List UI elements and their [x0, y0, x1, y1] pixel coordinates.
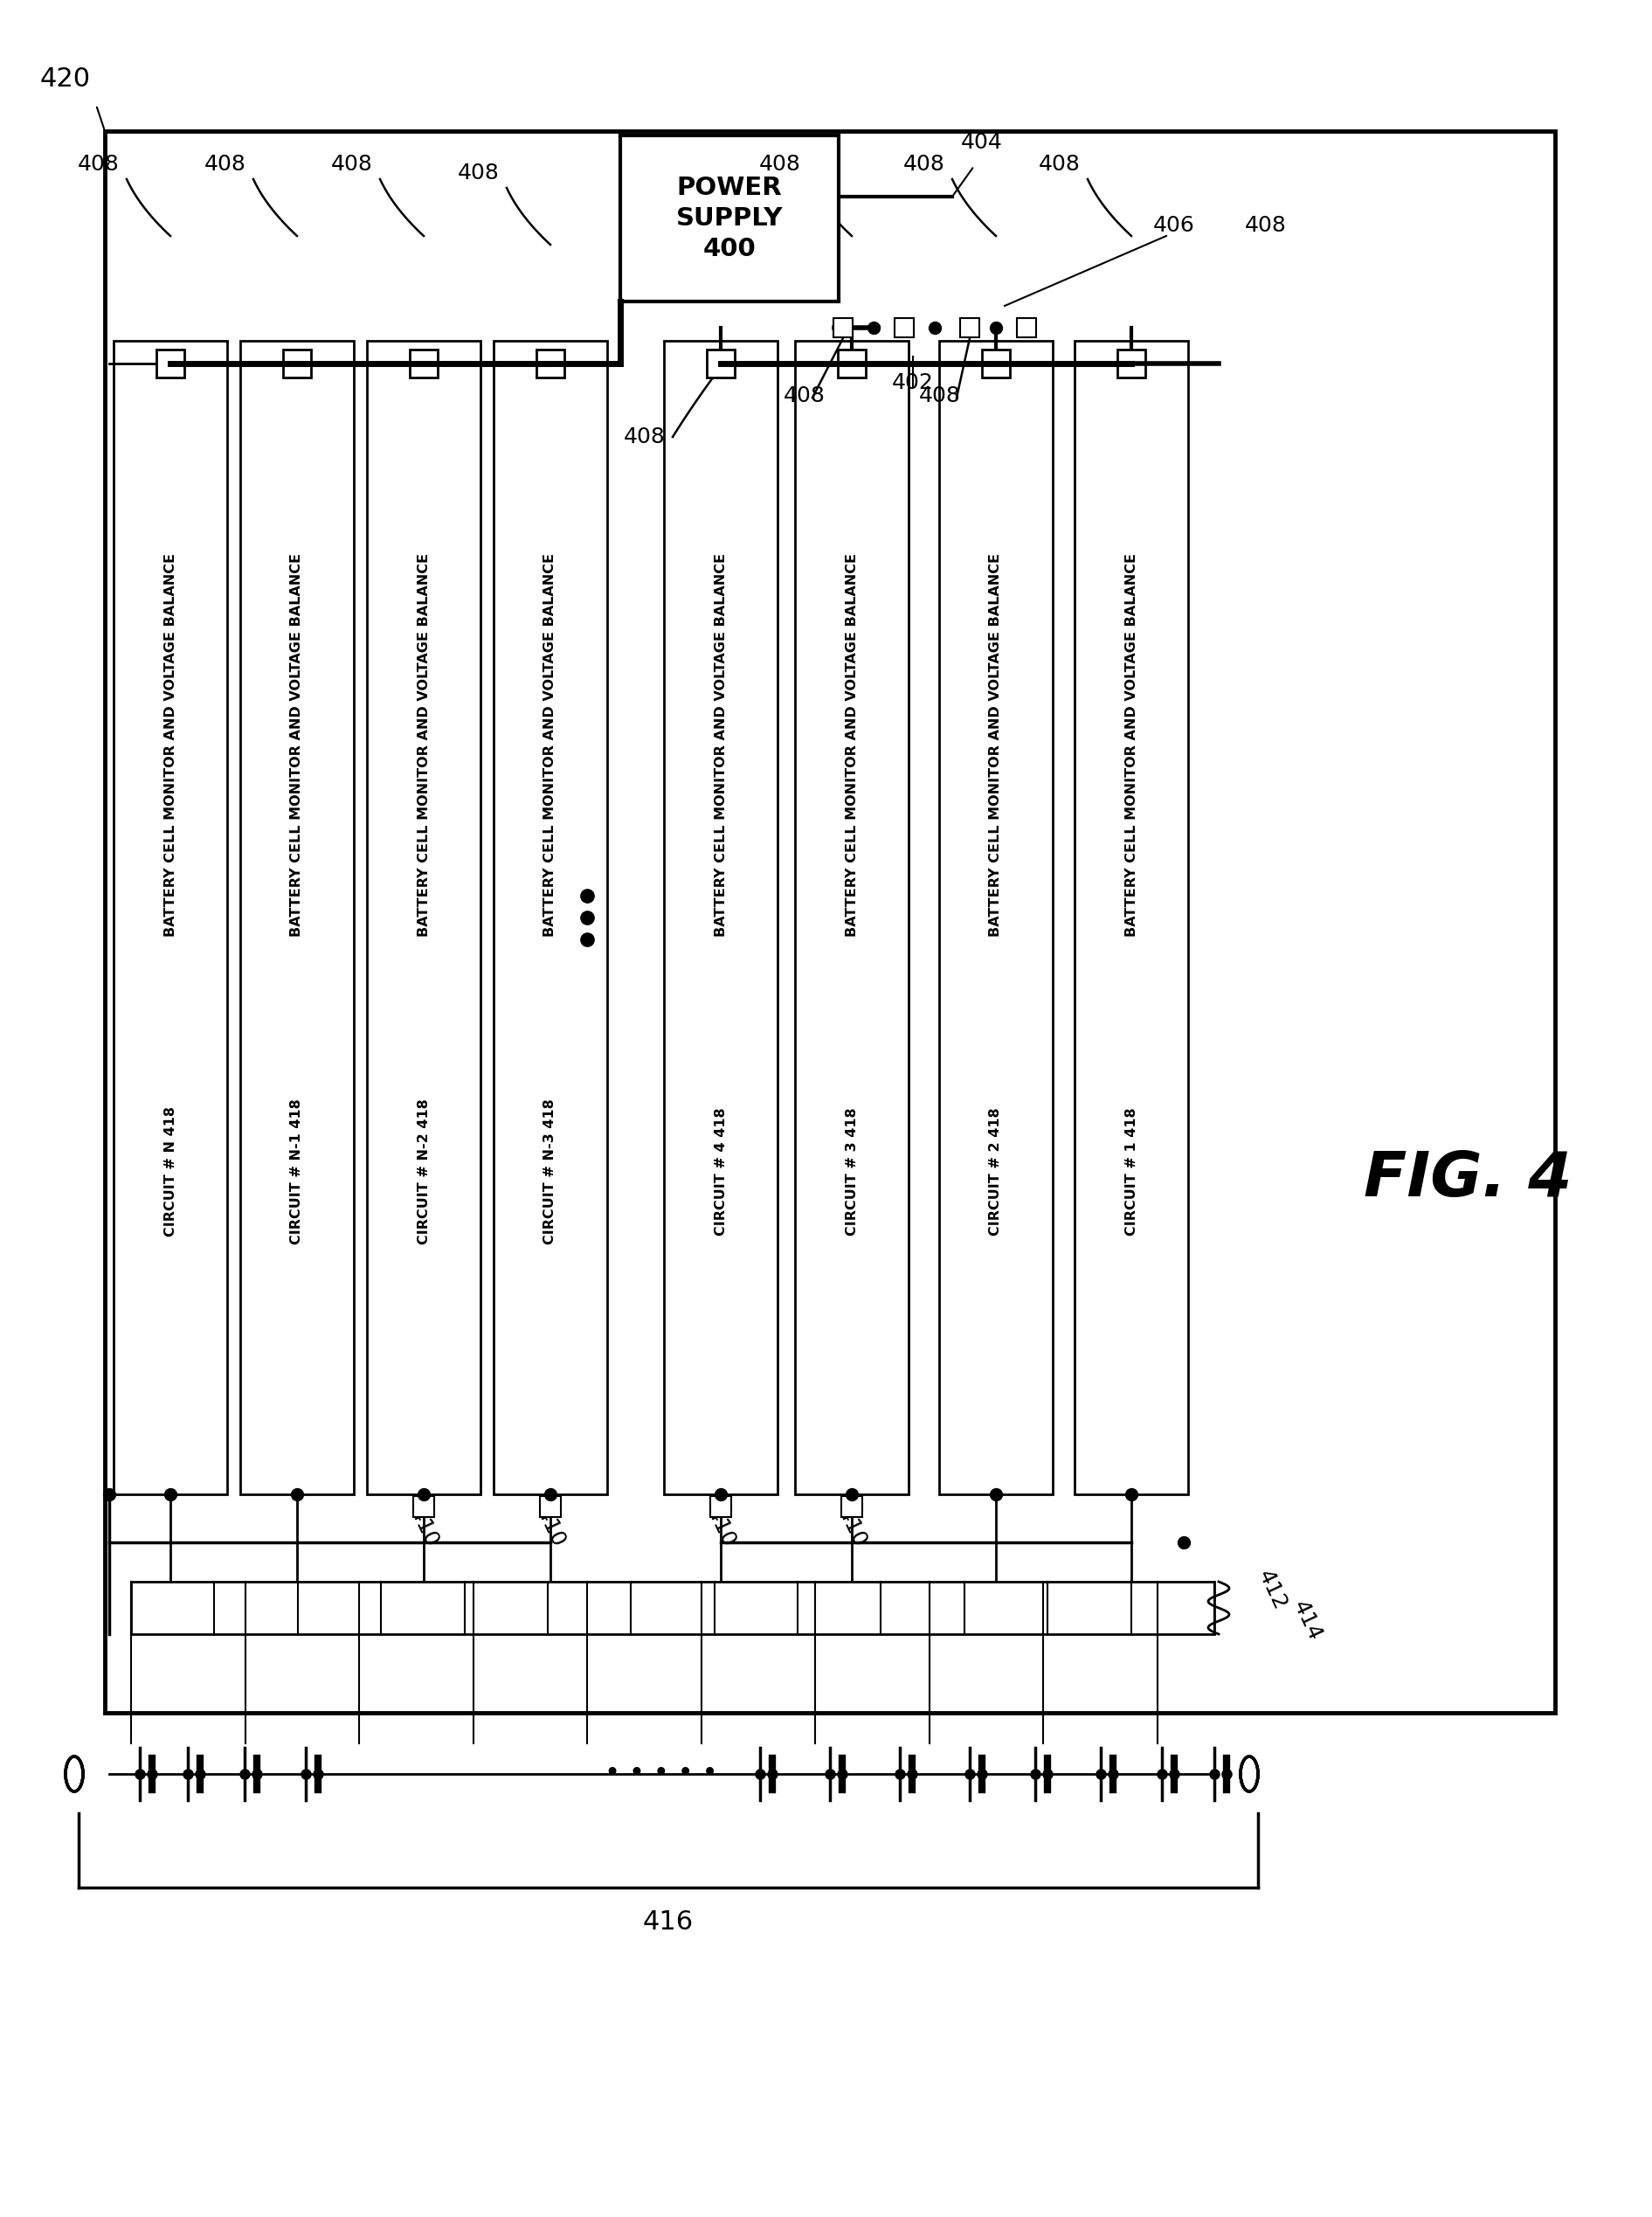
- Text: CIRCUIT # N-3 418: CIRCUIT # N-3 418: [544, 1097, 557, 1244]
- Bar: [131, 1581, 1214, 1634]
- Text: BATTERY CELL MONITOR AND VOLTAGE BALANCE: BATTERY CELL MONITOR AND VOLTAGE BALANCE: [1125, 552, 1138, 936]
- Text: 406: 406: [1153, 215, 1194, 235]
- Bar: [1018, 317, 1036, 337]
- Text: BATTERY CELL MONITOR AND VOLTAGE BALANCE: BATTERY CELL MONITOR AND VOLTAGE BALANCE: [990, 552, 1003, 936]
- Text: CIRCUIT # 2 418: CIRCUIT # 2 418: [990, 1106, 1003, 1235]
- Text: POWER
SUPPLY
400: POWER SUPPLY 400: [676, 175, 783, 262]
- Bar: [838, 350, 866, 377]
- Text: CIRCUIT # 1 418: CIRCUIT # 1 418: [1125, 1106, 1138, 1235]
- Text: 410: 410: [834, 1503, 871, 1550]
- Bar: [540, 1496, 562, 1516]
- Text: CIRCUIT # 4 418: CIRCUIT # 4 418: [714, 1106, 727, 1235]
- Text: 408: 408: [760, 153, 801, 175]
- Text: BATTERY CELL MONITOR AND VOLTAGE BALANCE: BATTERY CELL MONITOR AND VOLTAGE BALANCE: [544, 552, 557, 936]
- Bar: [367, 341, 481, 1494]
- Text: BATTERY CELL MONITOR AND VOLTAGE BALANCE: BATTERY CELL MONITOR AND VOLTAGE BALANCE: [846, 552, 859, 936]
- Bar: [410, 350, 438, 377]
- Text: 408: 408: [1039, 153, 1080, 175]
- Text: 416: 416: [643, 1909, 694, 1935]
- Text: 408: 408: [330, 153, 373, 175]
- Bar: [413, 1496, 434, 1516]
- Text: 412: 412: [1254, 1567, 1290, 1614]
- Text: 408: 408: [458, 162, 499, 184]
- Text: 402: 402: [892, 372, 933, 392]
- Bar: [938, 341, 1052, 1494]
- Text: 414: 414: [1289, 1598, 1325, 1645]
- Bar: [104, 131, 1555, 1714]
- Bar: [620, 135, 839, 302]
- Text: BATTERY CELL MONITOR AND VOLTAGE BALANCE: BATTERY CELL MONITOR AND VOLTAGE BALANCE: [418, 552, 430, 936]
- Text: CIRCUIT # N-2 418: CIRCUIT # N-2 418: [418, 1097, 430, 1244]
- Bar: [157, 350, 185, 377]
- Text: BATTERY CELL MONITOR AND VOLTAGE BALANCE: BATTERY CELL MONITOR AND VOLTAGE BALANCE: [164, 552, 177, 936]
- Bar: [664, 341, 778, 1494]
- Text: 408: 408: [919, 386, 961, 406]
- Bar: [1074, 341, 1188, 1494]
- Text: FIG. 4: FIG. 4: [1363, 1151, 1571, 1210]
- Text: 410: 410: [532, 1503, 568, 1550]
- Text: 408: 408: [78, 153, 119, 175]
- Text: 408: 408: [904, 153, 945, 175]
- Bar: [240, 341, 354, 1494]
- Text: 404: 404: [961, 133, 1003, 153]
- Text: 410: 410: [405, 1503, 443, 1550]
- Bar: [833, 317, 852, 337]
- Text: 408: 408: [624, 426, 666, 448]
- Text: CIRCUIT # N 418: CIRCUIT # N 418: [164, 1106, 177, 1237]
- Text: • • • • •: • • • • •: [605, 1760, 719, 1787]
- Bar: [1117, 350, 1145, 377]
- Text: 420: 420: [40, 67, 91, 91]
- Bar: [795, 341, 909, 1494]
- Text: BATTERY CELL MONITOR AND VOLTAGE BALANCE: BATTERY CELL MONITOR AND VOLTAGE BALANCE: [714, 552, 727, 936]
- Bar: [707, 350, 735, 377]
- Bar: [841, 1496, 862, 1516]
- Bar: [537, 350, 565, 377]
- Text: 410: 410: [702, 1503, 738, 1550]
- Text: BATTERY CELL MONITOR AND VOLTAGE BALANCE: BATTERY CELL MONITOR AND VOLTAGE BALANCE: [291, 552, 304, 936]
- Text: 408: 408: [1246, 215, 1287, 235]
- Bar: [494, 341, 608, 1494]
- Bar: [114, 341, 226, 1494]
- Bar: [960, 317, 980, 337]
- Text: CIRCUIT # N-1 418: CIRCUIT # N-1 418: [291, 1097, 304, 1244]
- Bar: [282, 350, 311, 377]
- Bar: [895, 317, 914, 337]
- Text: CIRCUIT # 3 418: CIRCUIT # 3 418: [846, 1106, 859, 1235]
- Text: 408: 408: [783, 386, 826, 406]
- Bar: [981, 350, 1009, 377]
- Text: 408: 408: [205, 153, 246, 175]
- Bar: [710, 1496, 732, 1516]
